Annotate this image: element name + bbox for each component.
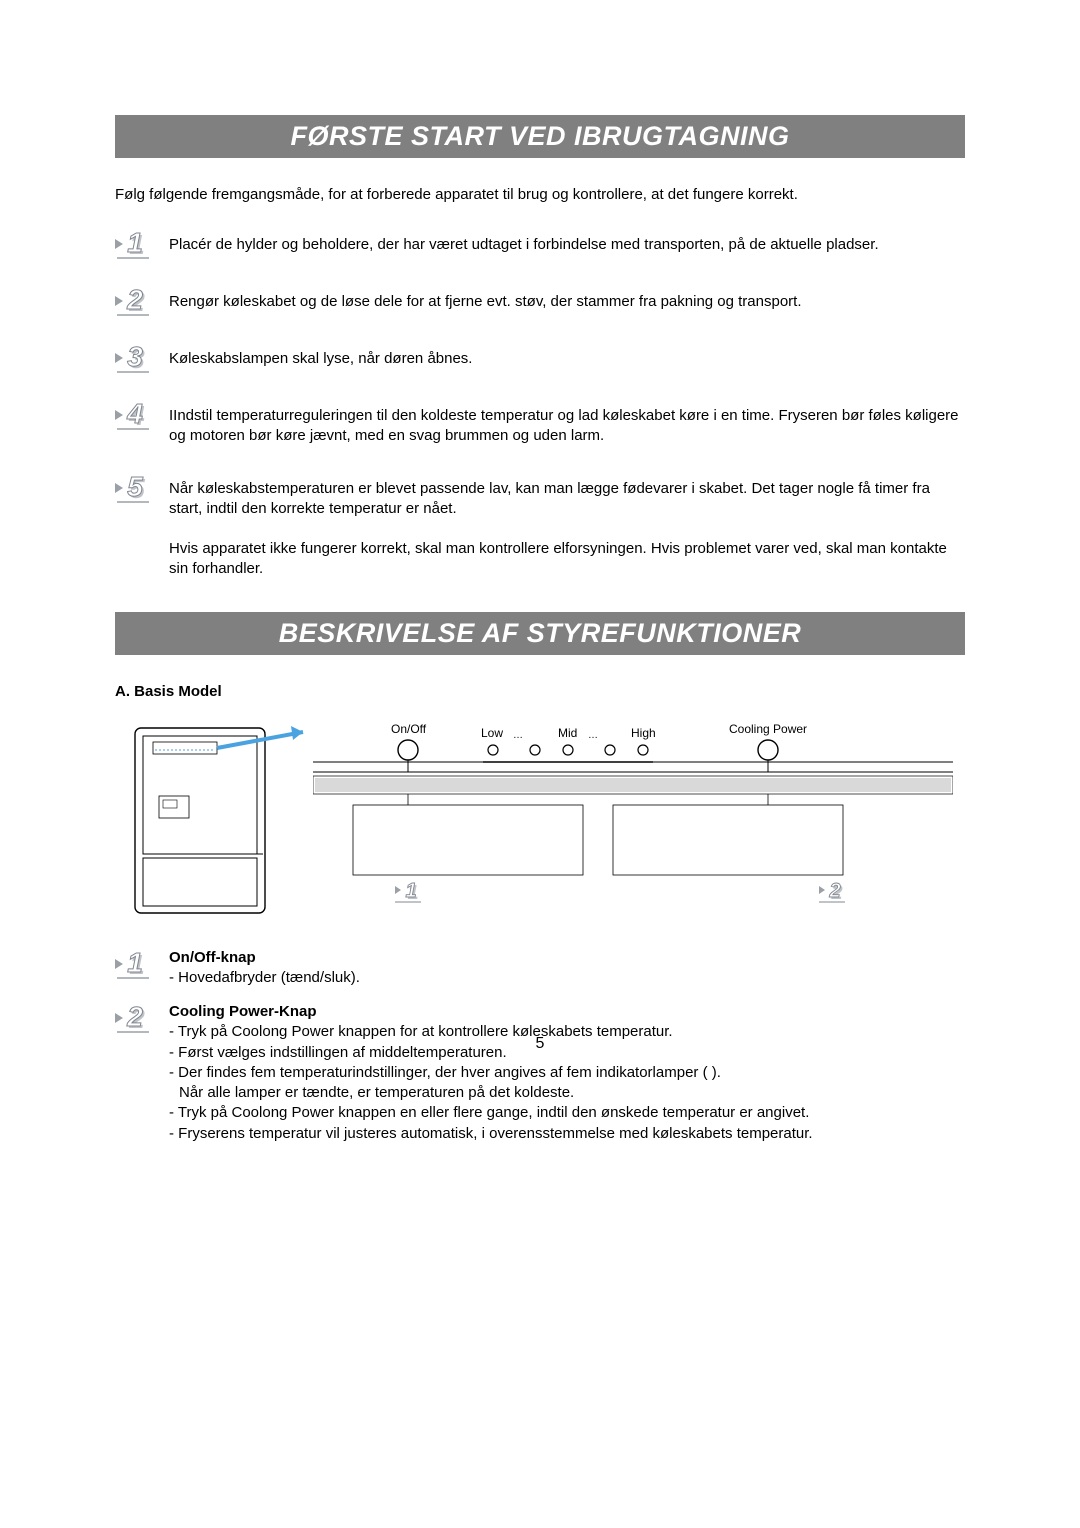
step-row: 1 1 Placér de hylder og beholdere, der h… (115, 231, 965, 260)
svg-text:1: 1 (127, 228, 143, 258)
desc-line: - Tryk på Coolong Power knappen en eller… (169, 1103, 813, 1123)
section1-followup: Hvis apparatet ikke fungerer korrekt, sk… (169, 539, 965, 580)
section2-title: BESKRIVELSE AF STYREFUNKTIONER (115, 612, 965, 655)
level-high: High (631, 726, 656, 740)
step-row: 3 3 Køleskabslampen skal lyse, når døren… (115, 345, 965, 374)
step-badge-1: 1 1 (115, 228, 151, 260)
step-text: Placér de hylder og beholdere, der har v… (169, 231, 879, 255)
desc-badge-1: 1 1 (115, 948, 151, 985)
desc-line: Når alle lamper er tændte, er temperatur… (169, 1083, 813, 1103)
onoff-label: On/Off (391, 722, 426, 736)
step-text: Når køleskabstemperaturen er blevet pass… (169, 475, 965, 520)
page-number: 5 (115, 1035, 965, 1053)
model-label: A. Basis Model (115, 683, 965, 700)
desc-line: - Fryserens temperatur vil justeres auto… (169, 1124, 813, 1144)
desc-line: - Hovedafbryder (tænd/sluk). (169, 968, 360, 988)
svg-text:3: 3 (127, 342, 143, 372)
step-badge-4: 4 4 (115, 399, 151, 431)
svg-text:2: 2 (828, 880, 840, 902)
manual-page: FØRSTE START VED IBRUGTAGNING Følg følge… (115, 115, 965, 1158)
section1-title: FØRSTE START VED IBRUGTAGNING (115, 115, 965, 158)
step-text: IIndstil temperaturreguleringen til den … (169, 402, 965, 447)
desc-line: - Der findes fem temperaturindstillinger… (169, 1063, 813, 1083)
desc-row: 1 1 On/Off-knap - Hovedafbryder (tænd/sl… (115, 948, 965, 989)
fridge-illustration (115, 710, 305, 920)
level-mid: Mid (558, 726, 577, 740)
svg-text:1: 1 (127, 948, 143, 978)
desc-body: On/Off-knap - Hovedafbryder (tænd/sluk). (169, 948, 360, 989)
cooling-label: Cooling Power (729, 722, 807, 736)
desc-badge-2: 2 2 (115, 1002, 151, 1039)
desc-title: On/Off-knap (169, 949, 256, 966)
svg-text:…: … (588, 730, 598, 741)
svg-text:1: 1 (405, 880, 416, 902)
step-text: Rengør køleskabet og de løse dele for at… (169, 288, 802, 312)
svg-text:2: 2 (126, 1002, 143, 1032)
step-row: 5 5 Når køleskabstemperaturen er blevet … (115, 475, 965, 520)
control-panel-illustration: … … 1 1 2 (313, 710, 965, 920)
section1-intro: Følg følgende fremgangsmåde, for at forb… (115, 186, 965, 203)
svg-text:2: 2 (126, 285, 143, 315)
step-badge-3: 3 3 (115, 342, 151, 374)
svg-text:4: 4 (126, 399, 143, 429)
desc-title: Cooling Power-Knap (169, 1003, 317, 1020)
step-row: 4 4 IIndstil temperaturreguleringen til … (115, 402, 965, 447)
step-badge-2: 2 2 (115, 285, 151, 317)
step-row: 2 2 Rengør køleskabet og de løse dele fo… (115, 288, 965, 317)
svg-text:…: … (513, 730, 523, 741)
svg-text:5: 5 (127, 472, 143, 502)
step-badge-5: 5 5 (115, 472, 151, 504)
desc-row: 2 2 Cooling Power-Knap - Tryk på Coolong… (115, 1002, 965, 1144)
desc-body: Cooling Power-Knap - Tryk på Coolong Pow… (169, 1002, 813, 1144)
step-text: Køleskabslampen skal lyse, når døren åbn… (169, 345, 472, 369)
level-low: Low (481, 726, 503, 740)
control-diagram: … … 1 1 2 (115, 710, 965, 920)
